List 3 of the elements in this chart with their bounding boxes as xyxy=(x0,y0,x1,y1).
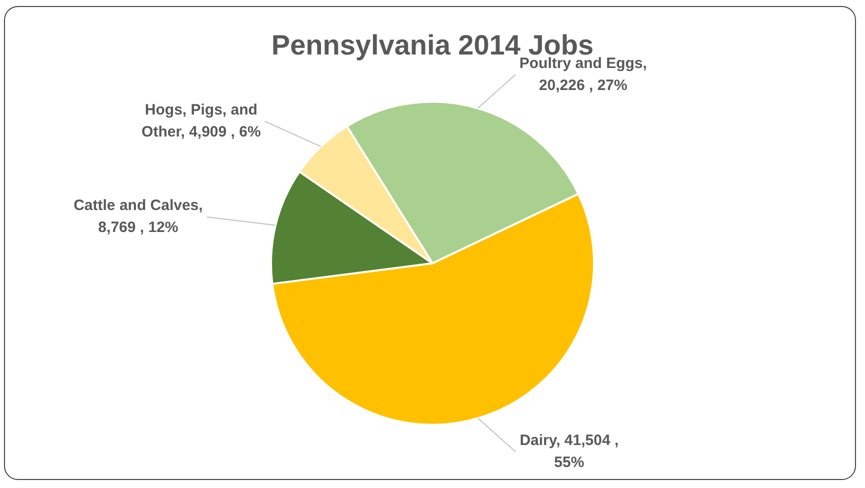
slice-label: Hogs, Pigs, and Other, 4,909 , 6% xyxy=(142,101,261,140)
slice-label: Dairy, 41,504 , 55% xyxy=(520,432,619,471)
slice-label: Cattle and Calves, 8,769 , 12% xyxy=(74,197,203,236)
